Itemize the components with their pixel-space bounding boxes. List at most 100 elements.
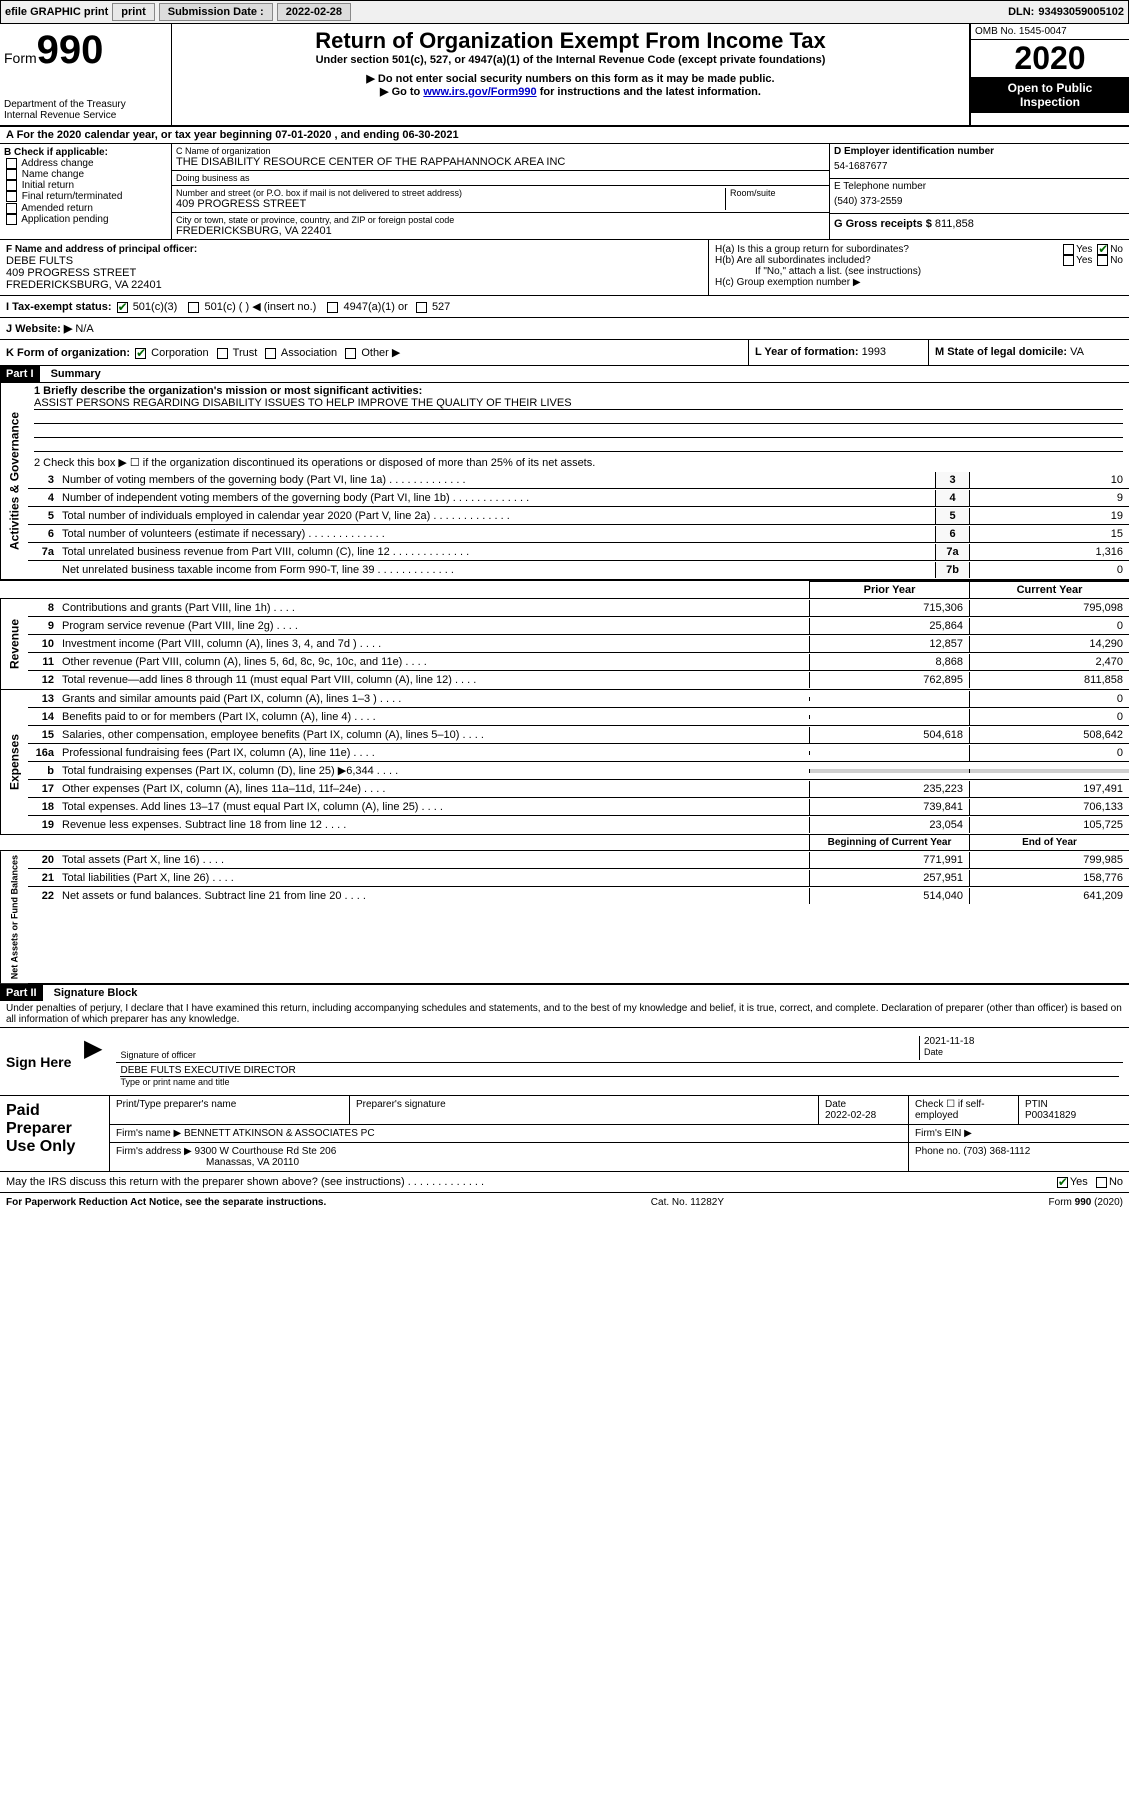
- curr-val: 799,985: [969, 852, 1129, 868]
- i-label: I Tax-exempt status:: [6, 301, 112, 313]
- officer-label: F Name and address of principal officer:: [6, 244, 702, 255]
- line-desc: Contributions and grants (Part VIII, lin…: [58, 600, 809, 616]
- ag-section: Activities & Governance 1 Briefly descri…: [0, 383, 1129, 580]
- discuss-text: May the IRS discuss this return with the…: [6, 1176, 1055, 1188]
- data-row: 12Total revenue—add lines 8 through 11 (…: [28, 671, 1129, 689]
- cb-501c3[interactable]: [117, 302, 128, 313]
- data-row: 11Other revenue (Part VIII, column (A), …: [28, 653, 1129, 671]
- print-button[interactable]: print: [112, 3, 154, 21]
- hb-no[interactable]: [1097, 255, 1108, 266]
- hb-yes[interactable]: [1063, 255, 1074, 266]
- line-num: 12: [28, 672, 58, 688]
- line2: 2 Check this box ▶ ☐ if the organization…: [28, 454, 1129, 471]
- cb-name-change[interactable]: Name change: [4, 169, 167, 180]
- form-instr-2: ▶ Go to www.irs.gov/Form990 for instruct…: [180, 85, 961, 98]
- line-num: 11: [28, 654, 58, 670]
- prior-val: 504,618: [809, 727, 969, 743]
- box-l: L Year of formation: 1993: [749, 340, 929, 365]
- line-num: 14: [28, 709, 58, 725]
- prep-phone: (703) 368-1112: [963, 1146, 1030, 1157]
- ptin-label: PTIN: [1025, 1099, 1123, 1110]
- sign-name-label: Type or print name and title: [120, 1076, 1119, 1087]
- room-label: Room/suite: [730, 188, 825, 198]
- line-desc: Total expenses. Add lines 13–17 (must eq…: [58, 799, 809, 815]
- box-f: F Name and address of principal officer:…: [0, 240, 709, 295]
- prior-val: 715,306: [809, 600, 969, 616]
- rev-headers: b Prior Year Current Year: [0, 580, 1129, 599]
- cb-other[interactable]: [345, 348, 356, 359]
- box-i: I Tax-exempt status: 501(c)(3) 501(c) ( …: [0, 296, 1129, 318]
- na-section: Net Assets or Fund Balances 20Total asse…: [0, 851, 1129, 985]
- cb-application-pending[interactable]: Application pending: [4, 214, 167, 225]
- officer-addr2: FREDERICKSBURG, VA 22401: [6, 279, 702, 291]
- preparer-label: Paid Preparer Use Only: [0, 1096, 110, 1171]
- line-box: 3: [935, 472, 969, 488]
- line-desc: Number of independent voting members of …: [58, 490, 935, 506]
- cb-corp[interactable]: [135, 348, 146, 359]
- footer-row: For Paperwork Reduction Act Notice, see …: [0, 1193, 1129, 1212]
- cb-address-change[interactable]: Address change: [4, 158, 167, 169]
- line-val: 1,316: [969, 544, 1129, 560]
- gross-value: 811,858: [935, 218, 974, 230]
- j-label: J Website: ▶: [6, 323, 72, 335]
- curr-val: 641,209: [969, 888, 1129, 904]
- cb-assoc[interactable]: [265, 348, 276, 359]
- line-val: 0: [969, 562, 1129, 578]
- firm-name: BENNETT ATKINSON & ASSOCIATES PC: [184, 1128, 375, 1139]
- curr-val: 0: [969, 709, 1129, 725]
- line-desc: Investment income (Part VIII, column (A)…: [58, 636, 809, 652]
- cb-initial-return[interactable]: Initial return: [4, 180, 167, 191]
- line-box: 7b: [935, 562, 969, 578]
- line-desc: Net assets or fund balances. Subtract li…: [58, 888, 809, 904]
- curr-val: 811,858: [969, 672, 1129, 688]
- ha-yes[interactable]: [1063, 244, 1074, 255]
- sign-date-label: Date: [924, 1047, 1119, 1057]
- discuss-no[interactable]: [1096, 1177, 1107, 1188]
- line-desc: Total unrelated business revenue from Pa…: [58, 544, 935, 560]
- form990-link[interactable]: www.irs.gov/Form990: [423, 86, 536, 98]
- line-box: 7a: [935, 544, 969, 560]
- data-row: 22Net assets or fund balances. Subtract …: [28, 887, 1129, 905]
- omb-cell: OMB No. 1545-0047 2020 Open to Public In…: [969, 24, 1129, 125]
- cb-4947[interactable]: [327, 302, 338, 313]
- cb-501c[interactable]: [188, 302, 199, 313]
- j-value: N/A: [75, 323, 93, 335]
- ag-row: Net unrelated business taxable income fr…: [28, 561, 1129, 579]
- phone-label-e: E Telephone number: [834, 181, 1125, 192]
- prior-val: 762,895: [809, 672, 969, 688]
- line1-value: ASSIST PERSONS REGARDING DISABILITY ISSU…: [34, 397, 1123, 410]
- part1-badge: Part I: [0, 366, 40, 382]
- data-row: 18Total expenses. Add lines 13–17 (must …: [28, 798, 1129, 816]
- data-row: 16aProfessional fundraising fees (Part I…: [28, 744, 1129, 762]
- officer-name: DEBE FULTS: [6, 255, 702, 267]
- prior-val: [809, 697, 969, 701]
- discuss-yes[interactable]: [1057, 1177, 1068, 1188]
- line-num: 22: [28, 888, 58, 904]
- declaration: Under penalties of perjury, I declare th…: [0, 1001, 1129, 1028]
- cb-final-return[interactable]: Final return/terminated: [4, 191, 167, 202]
- line-num: 13: [28, 691, 58, 707]
- line-num: 7a: [28, 544, 58, 560]
- box-b: B Check if applicable: Address change Na…: [0, 144, 172, 239]
- cb-amended-return[interactable]: Amended return: [4, 203, 167, 214]
- ha-no[interactable]: [1097, 244, 1108, 255]
- line-num: 19: [28, 817, 58, 833]
- data-row: 21Total liabilities (Part X, line 26)257…: [28, 869, 1129, 887]
- prep-date-label: Date: [825, 1099, 902, 1110]
- cb-527[interactable]: [416, 302, 427, 313]
- form-number: 990: [37, 28, 104, 72]
- ein-label: D Employer identification number: [834, 146, 1125, 157]
- curr-val: 795,098: [969, 600, 1129, 616]
- ag-row: 6Total number of volunteers (estimate if…: [28, 525, 1129, 543]
- na-headers: Beginning of Current Year End of Year: [0, 835, 1129, 851]
- prep-check-label: Check ☐ if self-employed: [909, 1096, 1019, 1124]
- sign-date-value: 2021-11-18: [924, 1036, 1119, 1047]
- paperwork-notice: For Paperwork Reduction Act Notice, see …: [6, 1197, 326, 1208]
- section-bcdeg: B Check if applicable: Address change Na…: [0, 144, 1129, 240]
- line-desc: Total liabilities (Part X, line 26): [58, 870, 809, 886]
- top-bar: efile GRAPHIC print print Submission Dat…: [0, 0, 1129, 24]
- firm-ein-label: Firm's EIN ▶: [909, 1125, 1129, 1142]
- exp-section: Expenses 13Grants and similar amounts pa…: [0, 690, 1129, 835]
- cb-trust[interactable]: [217, 348, 228, 359]
- ha-label: H(a) Is this a group return for subordin…: [715, 244, 1061, 255]
